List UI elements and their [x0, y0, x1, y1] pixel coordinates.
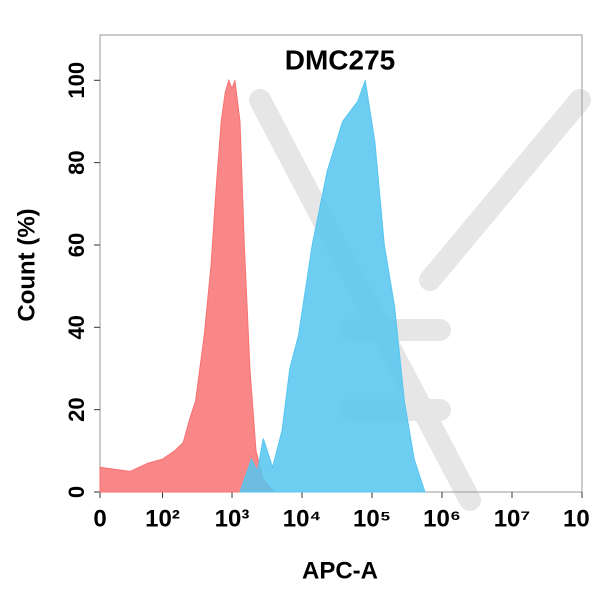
x-tick-label: 10³	[215, 505, 250, 532]
histogram-area	[99, 78, 276, 493]
y-tick-label: 80	[64, 150, 89, 174]
x-tick-label: 0	[93, 505, 106, 532]
x-tick-label: 10⁷	[494, 505, 531, 532]
histogram-area	[239, 80, 426, 493]
x-tick-label: 10²	[145, 505, 180, 532]
x-tick-label: 10⁸	[563, 505, 591, 532]
y-tick-label: 40	[64, 315, 89, 339]
x-tick-label: 10⁶	[423, 505, 461, 532]
x-tick-label: 10⁴	[283, 505, 322, 532]
y-tick-label: 100	[64, 62, 89, 99]
chart-title: DMC275	[285, 44, 395, 75]
y-tick-label: 20	[64, 397, 89, 421]
y-tick-label: 0	[64, 486, 89, 498]
y-tick-label: 60	[64, 233, 89, 257]
y-axis-label: Count (%)	[13, 208, 40, 321]
x-axis-label: APC-A	[302, 557, 378, 584]
x-tick-label: 10⁵	[353, 505, 391, 532]
